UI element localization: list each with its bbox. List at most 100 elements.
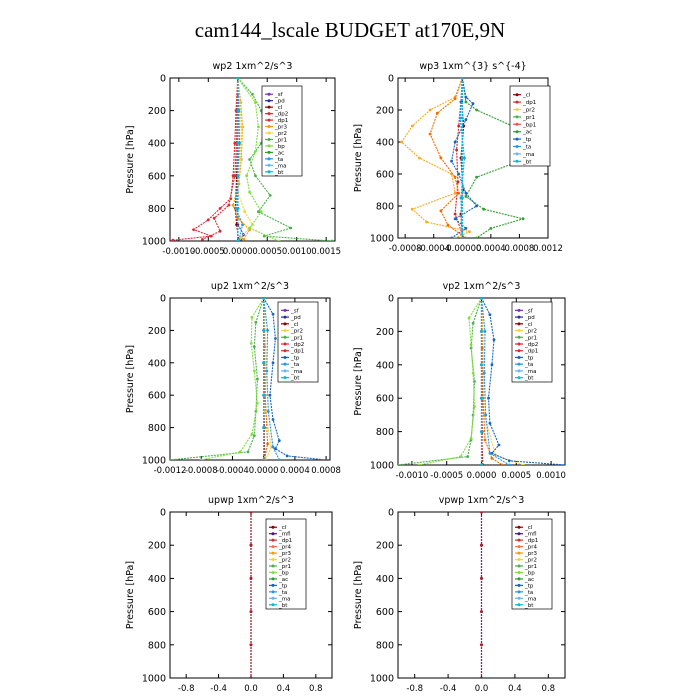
series-point-dp1 bbox=[252, 369, 256, 373]
legend-marker bbox=[283, 308, 287, 312]
legend-marker bbox=[515, 93, 519, 97]
panel-1: wp2 1xm^2/s^3 0 200 400 600 800 1000 Pressure [… bbox=[125, 61, 341, 257]
legend-marker bbox=[517, 596, 521, 600]
legend: _sf_pd_cl_pr2_pr1_dp2_dp1_tp_ta_ma_bt bbox=[277, 301, 319, 383]
series-point-tp bbox=[268, 393, 272, 397]
series-point-bt bbox=[262, 426, 266, 429]
series-point-pr1 bbox=[490, 456, 494, 460]
series-point-pr1 bbox=[257, 210, 260, 214]
legend-marker bbox=[515, 108, 519, 111]
series-point-dp2 bbox=[466, 455, 469, 458]
series-point-ta bbox=[277, 458, 281, 460]
y-tick-label: 800 bbox=[376, 202, 394, 213]
legend-marker bbox=[271, 564, 275, 568]
series-point-pr2 bbox=[425, 220, 428, 224]
series-point-bt bbox=[262, 458, 266, 460]
x-tick-label: -0.4 bbox=[440, 684, 457, 694]
legend-marker bbox=[283, 355, 287, 359]
legend-label: _tp bbox=[524, 583, 534, 589]
series-point-dp1 bbox=[249, 643, 253, 647]
legend-label: _ta bbox=[524, 362, 533, 368]
legend-label: _pd bbox=[524, 315, 535, 321]
legend-marker bbox=[283, 342, 287, 346]
y-tick-label: 0 bbox=[388, 508, 394, 519]
series-point-tp bbox=[274, 447, 277, 451]
series-point-tp bbox=[457, 172, 461, 176]
series-line-tp bbox=[481, 298, 565, 465]
series-point-bp bbox=[254, 101, 257, 104]
series-point-ac bbox=[475, 108, 478, 112]
series-point-dp1 bbox=[457, 124, 461, 128]
legend-marker bbox=[515, 159, 519, 163]
legend-label: _mfl bbox=[524, 532, 537, 538]
legend-marker bbox=[267, 99, 271, 103]
x-tick-label: -0.0012 bbox=[154, 466, 187, 476]
series-point-tp bbox=[274, 337, 277, 340]
legend-label: _dp2 bbox=[274, 112, 288, 118]
legend-marker bbox=[517, 362, 521, 366]
legend-marker bbox=[517, 322, 521, 326]
legend-label: _pr3 bbox=[274, 125, 288, 131]
x-tick-label: 0.0000 bbox=[223, 247, 253, 257]
series-group bbox=[171, 78, 334, 241]
series-point-dp1 bbox=[469, 343, 473, 347]
series-point-bt bbox=[236, 78, 240, 80]
series-point-ac bbox=[521, 217, 525, 221]
legend-label: _ac bbox=[278, 577, 288, 583]
legend-label: _tp bbox=[278, 583, 288, 589]
legend-marker bbox=[517, 558, 521, 562]
series-point-tp bbox=[488, 313, 492, 317]
series-point-bt bbox=[262, 298, 266, 300]
series-point-bp bbox=[257, 125, 260, 129]
legend-marker bbox=[283, 349, 287, 353]
series-point-tp bbox=[471, 102, 475, 105]
series-point-pr2 bbox=[521, 463, 525, 465]
y-tick-label: 200 bbox=[376, 106, 394, 117]
plot-frame bbox=[169, 77, 336, 242]
series-point-dp2 bbox=[206, 218, 210, 222]
legend-label: _pr2 bbox=[290, 329, 303, 335]
series-line-tp bbox=[263, 298, 327, 460]
series-point-pr1 bbox=[266, 442, 269, 446]
x-tick-label: -0.0005 bbox=[430, 471, 463, 481]
legend-label: _ac bbox=[524, 577, 534, 583]
legend-marker bbox=[517, 355, 521, 359]
y-tick-label: 0 bbox=[388, 294, 394, 305]
y-tick-label: 200 bbox=[376, 327, 394, 338]
series-point-bt bbox=[480, 396, 483, 400]
series-point-ta bbox=[266, 410, 270, 413]
series-point-dp2 bbox=[170, 458, 172, 460]
y-tick-label: 600 bbox=[376, 607, 394, 618]
legend-marker bbox=[271, 545, 275, 549]
series-point-dp2 bbox=[254, 320, 258, 324]
legend-marker bbox=[515, 145, 519, 148]
legend-label: _ma bbox=[522, 152, 534, 158]
legend-marker bbox=[517, 538, 521, 542]
legend-marker bbox=[283, 315, 287, 319]
x-tick-label: -0.0010 bbox=[396, 471, 429, 481]
y-tick-label: 800 bbox=[148, 423, 166, 434]
series-point-tp bbox=[271, 418, 275, 421]
series-point-bt bbox=[460, 78, 464, 80]
legend-marker bbox=[517, 369, 521, 373]
series-point-ta bbox=[241, 223, 244, 227]
series-point-bt bbox=[480, 330, 483, 333]
series-point-ta bbox=[463, 156, 466, 160]
y-tick-label: 400 bbox=[148, 358, 166, 369]
x-tick-label: -0.00000 bbox=[443, 244, 481, 254]
legend-marker bbox=[267, 131, 271, 135]
series-point-bp bbox=[259, 210, 263, 214]
x-tick-label: 0.0005 bbox=[252, 247, 282, 257]
series-point-ta bbox=[488, 451, 492, 455]
y-tick-label: 600 bbox=[376, 394, 394, 405]
y-tick-label: 600 bbox=[376, 170, 394, 181]
x-tick-label: 0.0008 bbox=[311, 466, 341, 476]
series-point-tp bbox=[464, 95, 468, 99]
y-tick-label: 1000 bbox=[142, 674, 166, 685]
y-tick-label: 0 bbox=[160, 508, 166, 519]
series-point-ta bbox=[483, 330, 487, 333]
y-axis-label: Pressure [hPa] bbox=[353, 561, 364, 629]
x-tick-label: 0.0012 bbox=[533, 244, 563, 254]
panel-5: upwp 1xm^2/s^3 0 200 400 600 800 1000 Pressure … bbox=[125, 495, 333, 694]
legend-label: _pd bbox=[274, 99, 285, 105]
